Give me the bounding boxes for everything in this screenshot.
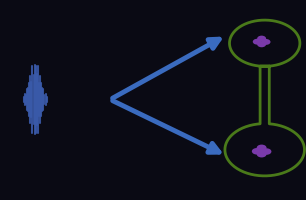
Circle shape [261,149,271,155]
Circle shape [253,40,262,45]
Circle shape [257,151,267,158]
Circle shape [257,42,266,48]
Circle shape [252,148,262,155]
Circle shape [262,40,271,46]
Circle shape [257,145,267,151]
Circle shape [257,36,266,42]
